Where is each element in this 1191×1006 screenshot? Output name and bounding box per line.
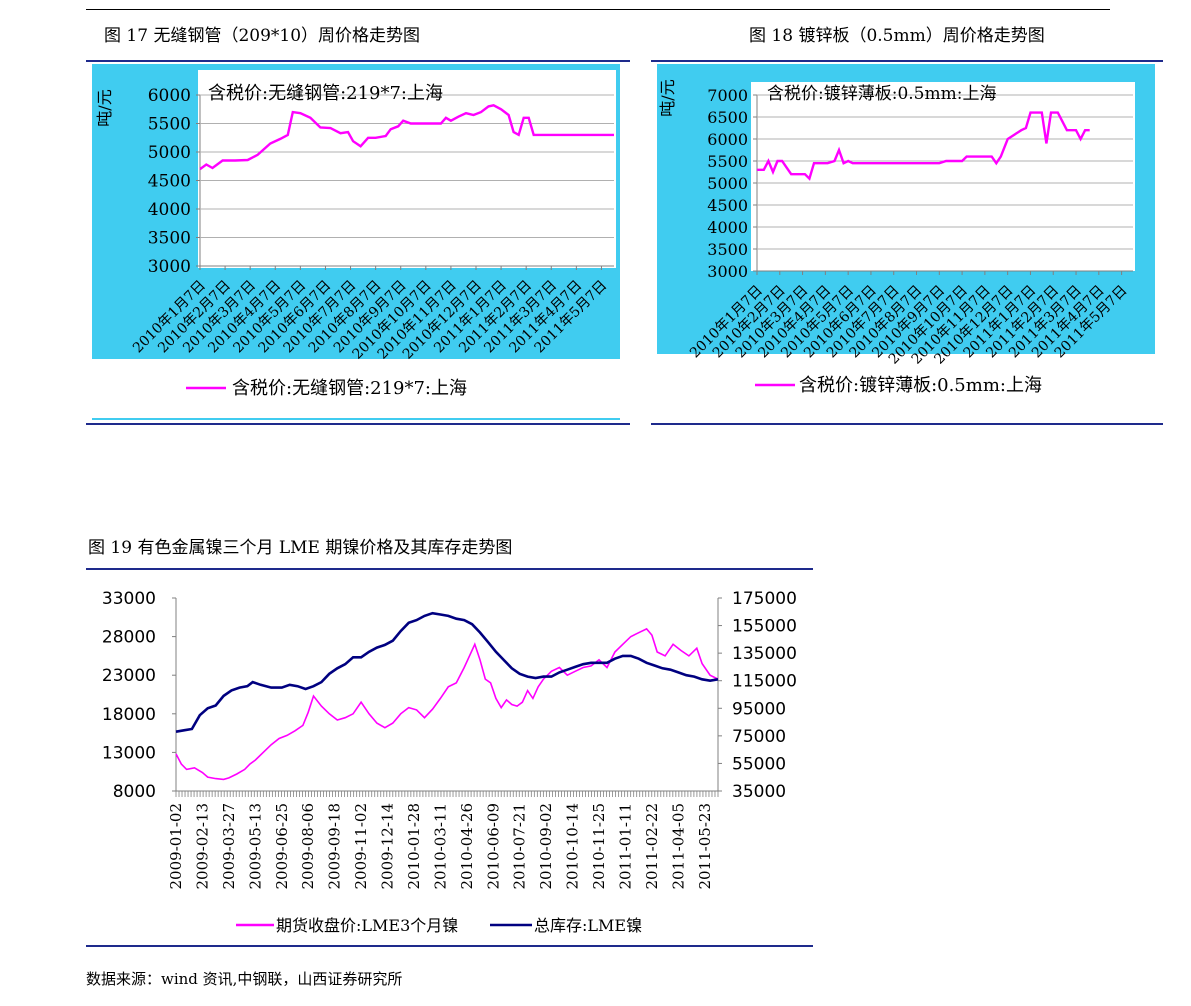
fig19-xtick-label: 2009-11-02: [352, 803, 370, 889]
fig19-right-tick-label: 175000: [732, 589, 797, 609]
fig19-title: 图 19 有色金属镍三个月 LME 期镍价格及其库存走势图: [88, 538, 513, 558]
fig19-price-line: [175, 627, 719, 781]
fig19-xtick-label: 2009-02-13: [193, 803, 211, 889]
fig17-ytick-label: 4500: [148, 172, 191, 192]
fig18-legend-box: [657, 354, 1155, 417]
fig19-xtick-label: 2009-06-25: [273, 803, 291, 889]
fig17-plot-area: [198, 70, 616, 268]
fig17-ytick-label: 4000: [148, 200, 191, 220]
fig17-ytick-label: 5500: [148, 115, 191, 135]
fig19-left-tick-label: 28000: [102, 628, 156, 648]
fig19-left-tick-label: 33000: [102, 589, 156, 609]
fig19-xtick-label: 2009-12-14: [379, 803, 397, 889]
fig19-left-tick-label: 18000: [102, 705, 156, 725]
fig19-xtick-label: 2009-01-02: [167, 803, 185, 889]
fig19-xtick-label: 2010-07-21: [511, 803, 529, 889]
fig18-ytick-label: 5000: [707, 174, 748, 193]
fig19-xtick-label: 2009-08-06: [299, 803, 317, 889]
fig19-chart: 8000 13000 18000 23000 28000 33000 35000 55000…: [102, 589, 797, 935]
fig19-xtick-label: 2009-05-13: [246, 803, 264, 889]
fig19-right-tick-label: 135000: [732, 644, 797, 664]
fig18-ytick-label: 5500: [707, 152, 748, 171]
fig18-plot-area: [751, 82, 1135, 271]
fig18-ytick-label: 6500: [707, 108, 748, 127]
fig18-ytick-label: 4000: [707, 218, 748, 237]
fig17-ytick-label: 5000: [148, 143, 191, 163]
fig18-series-label: 含税价:镀锌薄板:0.5mm:上海: [767, 84, 996, 104]
fig18-series-line: [757, 111, 1090, 181]
fig19-xtick-label: 2011-02-22: [643, 803, 661, 889]
fig19-legend-price: 期货收盘价:LME3个月镍: [276, 916, 458, 935]
fig19-bottom-rule: [86, 945, 813, 947]
fig18-ylabel: 吨/元: [658, 79, 677, 116]
fig19-xtick-label: 2011-01-11: [616, 803, 634, 889]
fig18-title-rule: [651, 60, 1163, 62]
fig17-bottom-rule: [86, 423, 630, 425]
fig19-left-tick-label: 8000: [113, 782, 156, 802]
fig17-series-label: 含税价:无缝钢管:219*7:上海: [208, 83, 443, 104]
fig17-legend-box: [92, 359, 620, 418]
fig18-bottom-rule: [651, 423, 1163, 425]
fig19-right-tick-label: 95000: [732, 699, 786, 719]
fig17-legend-label: 含税价:无缝钢管:219*7:上海: [232, 378, 467, 399]
fig19-right-tick-label: 35000: [732, 782, 786, 802]
fig17-ylabel: 吨/元: [95, 89, 114, 126]
fig19-xtick-label: 2010-10-14: [564, 803, 582, 889]
fig19-right-tick-label: 75000: [732, 727, 786, 747]
fig19-xtick-label: 2010-01-28: [405, 803, 423, 889]
fig19-xtick-label: 2010-04-26: [458, 803, 476, 889]
fig17-ytick-label: 3000: [148, 257, 191, 277]
fig19-xtick-label: 2009-09-18: [326, 803, 344, 889]
fig19-xtick-label: 2010-11-25: [590, 803, 608, 889]
fig19-left-tick-label: 13000: [102, 743, 156, 763]
fig18-title: 图 18 镀锌板（0.5mm）周价格走势图: [749, 26, 1045, 46]
fig19-inventory-line: [175, 611, 719, 733]
source-note: 数据来源：wind 资讯,中钢联，山西证券研究所: [86, 970, 403, 988]
fig19-right-tick-label: 55000: [732, 754, 786, 774]
fig17-title-rule: [86, 60, 630, 62]
fig19-left-tick-label: 23000: [102, 666, 156, 686]
fig19-xtick-label: 2011-04-05: [669, 803, 687, 889]
fig18-legend-label: 含税价:镀锌薄板:0.5mm:上海: [799, 375, 1042, 396]
fig18-ytick-label: 7000: [707, 86, 748, 105]
fig19-legend-inventory: 总库存:LME镍: [534, 916, 642, 935]
fig17-ytick-label: 3500: [148, 229, 191, 249]
fig19-xtick-label: 2010-06-09: [484, 803, 502, 889]
fig18-ytick-label: 3500: [707, 240, 748, 259]
fig18-ytick-label: 3000: [707, 262, 748, 281]
fig19-right-tick-label: 155000: [732, 617, 797, 637]
top-rule: [86, 9, 1110, 10]
fig17-ytick-label: 6000: [148, 86, 191, 106]
fig19-right-tick-label: 115000: [732, 672, 797, 692]
fig19-xtick-label: 2009-03-27: [220, 803, 238, 889]
fig19-xtick-label: 2010-03-11: [431, 803, 449, 889]
fig17-series-line: [199, 104, 614, 171]
fig19-title-rule: [86, 568, 813, 570]
fig19-xtick-label: 2010-09-02: [537, 803, 555, 889]
fig19-xtick-label: 2011-05-23: [696, 803, 714, 889]
fig18-ytick-label: 4500: [707, 196, 748, 215]
fig17-title: 图 17 无缝钢管（209*10）周价格走势图: [104, 26, 421, 46]
fig18-ytick-label: 6000: [707, 130, 748, 149]
